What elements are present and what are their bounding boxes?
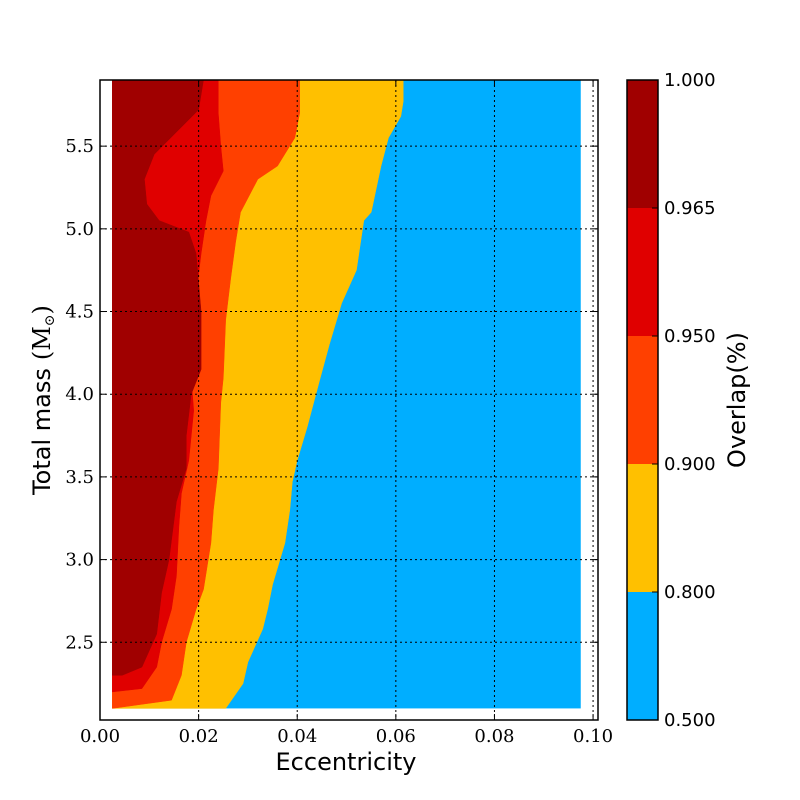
y-axis-unit-open: (M <box>28 326 56 360</box>
colorbar-title: Overlap(%) <box>723 332 751 468</box>
y-axis-title-text: Total mass <box>28 368 56 496</box>
y-tick-label: 4.5 <box>65 302 94 323</box>
colorbar-tick-label: 0.965 <box>664 198 716 219</box>
colorbar-tick-label: 0.800 <box>664 582 716 603</box>
x-tick-label: 0.10 <box>573 726 613 747</box>
colorbar-segment <box>627 464 658 592</box>
y-tick-label: 5.0 <box>65 219 94 240</box>
x-tick-label: 0.08 <box>474 726 514 747</box>
y-axis-title: Total mass (M⊙) <box>28 305 58 496</box>
y-axis-unit-close: ) <box>28 305 56 314</box>
y-tick-label: 4.0 <box>65 384 94 405</box>
colorbar-segment <box>627 80 658 208</box>
colorbar-tick-label: 0.900 <box>664 454 716 475</box>
y-tick-label: 2.5 <box>65 632 94 653</box>
colorbar-segment <box>627 336 658 464</box>
y-axis-unit-subscript: ⊙ <box>42 314 58 326</box>
colorbar-tick-label: 0.500 <box>664 710 716 731</box>
colorbar-tick-label: 1.000 <box>664 70 716 91</box>
x-tick-label: 0.00 <box>80 726 120 747</box>
x-tick-label: 0.06 <box>376 726 416 747</box>
colorbar-tick-label: 0.950 <box>664 326 716 347</box>
x-axis-title: Eccentricity <box>276 748 417 776</box>
x-tick-label: 0.02 <box>179 726 219 747</box>
y-tick-label: 5.5 <box>65 136 94 157</box>
x-tick-label: 0.04 <box>277 726 317 747</box>
y-tick-label: 3.0 <box>65 550 94 571</box>
colorbar-segment <box>627 208 658 336</box>
colorbar-segment <box>627 592 658 720</box>
y-tick-label: 3.5 <box>65 467 94 488</box>
